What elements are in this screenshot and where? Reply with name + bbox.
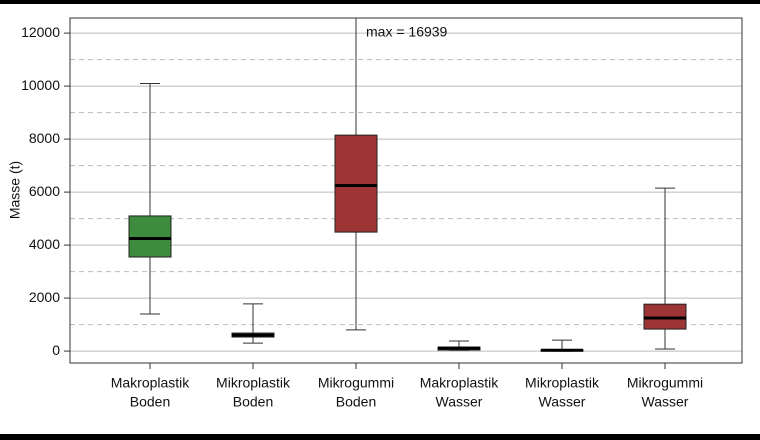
x-tick-label: Makroplastik xyxy=(420,375,500,391)
annotation: max = 16939 xyxy=(366,24,448,40)
plot-frame xyxy=(69,17,743,364)
y-tick-label: 4000 xyxy=(29,236,60,252)
x-tick-label: Mikroplastik xyxy=(525,375,600,391)
x-tick-label: Mikroplastik xyxy=(216,375,291,391)
y-tick-label: 0 xyxy=(52,342,60,358)
x-tick-label: Mikrogummi xyxy=(627,375,703,391)
x-tick-label: Wasser xyxy=(642,394,689,410)
y-tick-label: 8000 xyxy=(29,130,60,146)
bottom-bar xyxy=(0,434,760,440)
box xyxy=(334,134,378,233)
y-tick-label: 10000 xyxy=(21,77,60,93)
x-tick-label: Boden xyxy=(130,394,170,410)
y-tick-label: 12000 xyxy=(21,24,60,40)
box xyxy=(128,215,172,258)
plot-area xyxy=(128,18,687,352)
x-tick-label: Wasser xyxy=(539,394,586,410)
x-tick-label: Boden xyxy=(233,394,273,410)
top-bar xyxy=(0,0,760,4)
x-tick-label: Wasser xyxy=(436,394,483,410)
y-axis-label: Masse (t) xyxy=(7,161,23,219)
x-tick-label: Boden xyxy=(336,394,376,410)
y-tick-label: 6000 xyxy=(29,183,60,199)
y-tick-label: 2000 xyxy=(29,289,60,305)
x-tick-label: Makroplastik xyxy=(111,375,191,391)
x-tick-label: Mikrogummi xyxy=(318,375,394,391)
